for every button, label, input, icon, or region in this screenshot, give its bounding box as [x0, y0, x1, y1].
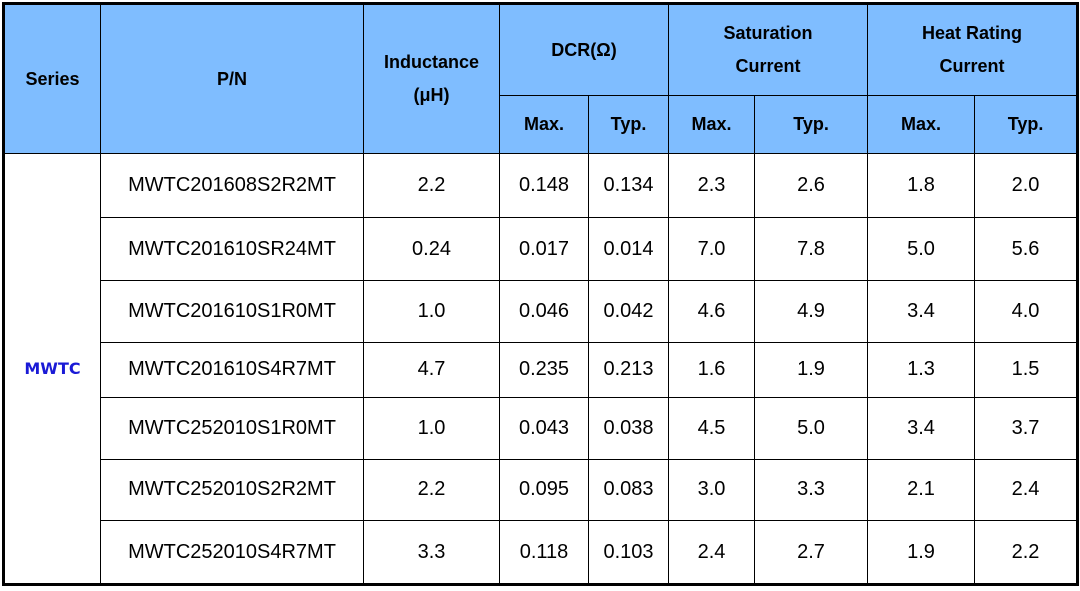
cell-heat-typ: 2.2 [974, 520, 1079, 585]
cell-dcr-typ: 0.213 [587, 342, 670, 398]
header-sat-max: Max. [668, 95, 756, 154]
cell-dcr-max: 0.148 [499, 153, 589, 218]
cell-dcr-max: 0.017 [499, 216, 589, 282]
cell-inductance: 1.0 [363, 396, 500, 460]
cell-sat-typ: 7.8 [754, 216, 869, 282]
cell-dcr-max: 0.118 [499, 520, 589, 585]
cell-dcr-typ: 0.014 [587, 216, 670, 282]
header-pn: P/N [100, 3, 364, 154]
cell-pn: MWTC201610SR24MT [100, 216, 364, 282]
cell-dcr-typ: 0.134 [587, 153, 670, 218]
table-row: MWTC252010S4R7MT 3.3 0.118 0.103 2.4 2.7… [4, 520, 1079, 585]
header-heat-line2: Current [939, 56, 1005, 76]
cell-heat-max: 5.0 [867, 216, 976, 282]
cell-dcr-max: 0.043 [499, 396, 589, 460]
cell-dcr-typ: 0.083 [587, 458, 670, 522]
cell-sat-typ: 1.9 [754, 342, 869, 398]
cell-heat-typ: 2.4 [974, 458, 1079, 522]
cell-sat-max: 1.6 [668, 342, 756, 398]
cell-heat-typ: 4.0 [974, 280, 1079, 344]
table-row: MWTC MWTC201608S2R2MT 2.2 0.148 0.134 2.… [3, 153, 1079, 585]
cell-sat-max: 4.6 [668, 280, 756, 344]
table-row: MWTC252010S2R2MT 2.2 0.095 0.083 3.0 3.3… [4, 458, 1079, 522]
header-heat-line1: Heat Rating [922, 23, 1023, 43]
cell-sat-typ: 2.7 [754, 520, 869, 585]
cell-sat-max: 2.4 [668, 520, 756, 585]
header-heat-rating-current: Heat Rating Current [867, 3, 1079, 96]
cell-heat-max: 2.1 [867, 458, 976, 522]
cell-heat-max: 1.3 [867, 342, 976, 398]
header-sat-typ: Typ. [754, 95, 869, 154]
cell-heat-max: 1.8 [867, 153, 976, 218]
header-dcr: DCR(Ω) [498, 3, 670, 96]
header-inductance-label: Inductance [383, 52, 480, 72]
header-series: Series [3, 3, 101, 154]
header-dcr-typ: Typ. [587, 95, 670, 154]
cell-inductance: 2.2 [363, 153, 500, 218]
header-saturation-current: Saturation Current [668, 3, 869, 96]
cell-sat-typ: 4.9 [754, 280, 869, 344]
cell-heat-typ: 2.0 [974, 153, 1079, 218]
cell-pn: MWTC252010S1R0MT [100, 396, 364, 460]
cell-heat-max: 1.9 [867, 520, 976, 585]
cell-inductance: 1.0 [363, 280, 500, 344]
header-heat-typ: Typ. [974, 95, 1079, 154]
table-row: MWTC252010S1R0MT 1.0 0.043 0.038 4.5 5.0… [4, 396, 1079, 460]
cell-sat-max: 3.0 [668, 458, 756, 522]
cell-sat-max: 7.0 [668, 216, 756, 282]
cell-dcr-max: 0.095 [499, 458, 589, 522]
cell-sat-typ: 5.0 [754, 396, 869, 460]
cell-dcr-max: 0.046 [499, 280, 589, 344]
cell-inductance: 3.3 [363, 520, 500, 585]
cell-dcr-typ: 0.042 [587, 280, 670, 344]
cell-inductance: 2.2 [363, 458, 500, 522]
cell-sat-typ: 2.6 [754, 153, 869, 218]
cell-pn: MWTC201610S1R0MT [100, 280, 364, 344]
header-saturation-line2: Current [735, 56, 801, 76]
cell-heat-typ: 3.7 [974, 396, 1079, 460]
cell-heat-typ: 5.6 [974, 216, 1079, 282]
cell-sat-typ: 3.3 [754, 458, 869, 522]
header-saturation-line1: Saturation [723, 23, 813, 43]
cell-heat-max: 3.4 [867, 280, 976, 344]
cell-pn: MWTC201610S4R7MT [100, 342, 364, 398]
table-row: MWTC201610S4R7MT 4.7 0.235 0.213 1.6 1.9… [4, 342, 1079, 398]
header-inductance: Inductance (μH) [363, 3, 500, 154]
cell-pn: MWTC252010S2R2MT [100, 458, 364, 522]
cell-inductance: 0.24 [363, 216, 500, 282]
cell-pn: MWTC201608S2R2MT [100, 153, 364, 218]
cell-sat-max: 4.5 [668, 396, 756, 460]
cell-sat-max: 2.3 [668, 153, 756, 218]
cell-inductance: 4.7 [363, 342, 500, 398]
header-inductance-unit: (μH) [413, 85, 450, 105]
header-heat-max: Max. [867, 95, 976, 154]
cell-dcr-typ: 0.038 [587, 396, 670, 460]
cell-heat-max: 3.4 [867, 396, 976, 460]
cell-heat-typ: 1.5 [974, 342, 1079, 398]
series-cell: MWTC [3, 153, 101, 585]
table-row: MWTC201610S1R0MT 1.0 0.046 0.042 4.6 4.9… [4, 280, 1079, 344]
table-row: MWTC201610SR24MT 0.24 0.017 0.014 7.0 7.… [4, 216, 1079, 282]
cell-dcr-typ: 0.103 [587, 520, 670, 585]
header-dcr-max: Max. [499, 95, 589, 154]
cell-pn: MWTC252010S4R7MT [100, 520, 364, 585]
cell-dcr-max: 0.235 [499, 342, 589, 398]
